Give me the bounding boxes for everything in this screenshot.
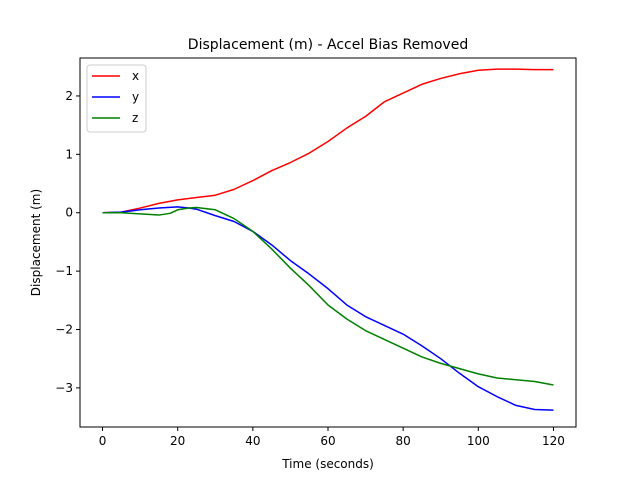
x-tick-label: 20 [170,434,185,448]
plot-lines [102,68,554,411]
x-tick-label: 100 [467,434,490,448]
series-line-z [102,206,554,386]
y-tick-label: −2 [55,322,73,336]
y-axis-ticks: −3 −2 −1 0 1 2 [55,89,80,395]
legend-box [86,64,147,133]
x-tick-label: 0 [99,434,107,448]
y-tick-label: 0 [65,206,73,220]
x-tick-label: 120 [542,434,565,448]
y-tick-label: −3 [55,381,73,395]
x-tick-label: 40 [245,434,260,448]
x-axis-label: Time (seconds) [281,457,374,471]
series-line-y [102,206,554,411]
chart-title: Displacement (m) - Accel Bias Removed [188,37,468,53]
plot-frame [79,57,577,428]
legend-label-z: z [132,111,138,125]
y-tick-label: −1 [55,264,73,278]
legend-label-y: y [132,90,139,104]
y-tick-label: 1 [65,147,73,161]
legend: xyz [86,64,147,133]
y-tick-label: 2 [65,89,73,103]
x-tick-label: 80 [396,434,411,448]
x-tick-label: 60 [320,434,335,448]
series-line-x [102,68,554,214]
y-axis-label: Displacement (m) [29,189,43,296]
legend-label-x: x [132,69,139,83]
x-axis-ticks: 0 20 40 60 80 100 120 [99,427,565,448]
